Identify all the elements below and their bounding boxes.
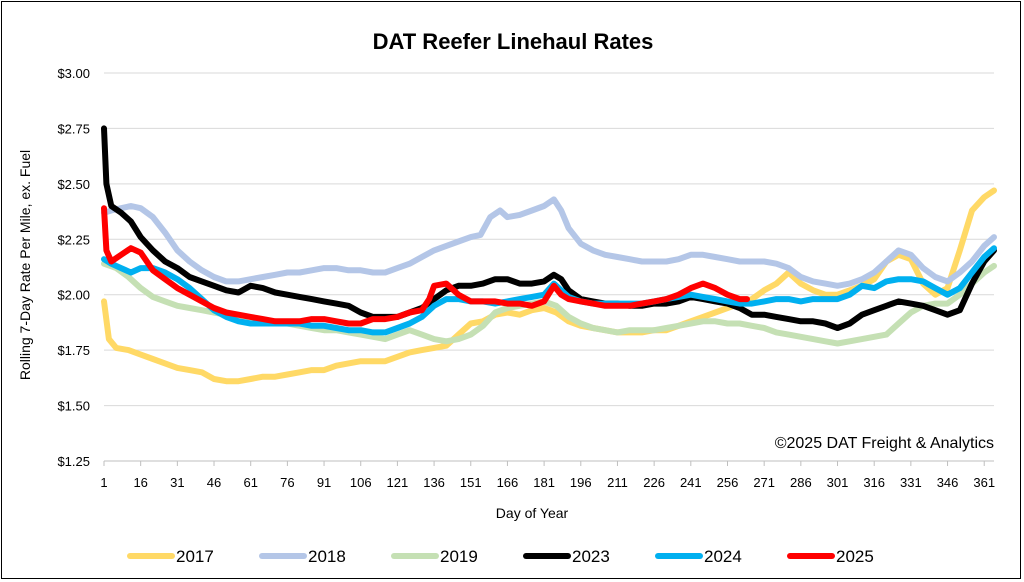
y-tick-label: $2.00 bbox=[57, 288, 90, 303]
x-axis-title: Day of Year bbox=[496, 505, 569, 521]
series-line-2025 bbox=[101, 205, 750, 327]
x-tick-label: 226 bbox=[643, 475, 665, 490]
y-tick-label: $1.75 bbox=[57, 343, 90, 358]
legend-label-2023: 2023 bbox=[572, 547, 610, 566]
x-tick-label: 256 bbox=[717, 475, 739, 490]
x-tick-label: 166 bbox=[497, 475, 519, 490]
legend-label-2017: 2017 bbox=[176, 547, 214, 566]
x-tick-label: 136 bbox=[423, 475, 445, 490]
legend-label-2018: 2018 bbox=[308, 547, 346, 566]
x-tick-label: 151 bbox=[460, 475, 482, 490]
x-tick-label: 16 bbox=[133, 475, 147, 490]
chart-title: DAT Reefer Linehaul Rates bbox=[373, 29, 654, 54]
x-tick-label: 61 bbox=[243, 475, 257, 490]
x-axis-ticks: 1 16 31 46 61 76 91 106 121 136 151 166 181 196 211 226… bbox=[100, 461, 995, 490]
legend-label-2025: 2025 bbox=[836, 547, 874, 566]
x-tick-label: 46 bbox=[207, 475, 221, 490]
legend: 2017 2018 2019 2023 2024 2025 bbox=[127, 547, 874, 566]
x-tick-label: 331 bbox=[900, 475, 922, 490]
legend-label-2019: 2019 bbox=[440, 547, 478, 566]
x-tick-label: 241 bbox=[680, 475, 702, 490]
y-axis-ticks: $1.25 $1.50 $1.75 $2.00 $2.25 $2.50 $2.75 $3.00 bbox=[57, 66, 90, 469]
y-tick-label: $2.75 bbox=[57, 121, 90, 136]
x-tick-label: 361 bbox=[973, 475, 995, 490]
y-tick-label: $1.25 bbox=[57, 454, 90, 469]
x-tick-label: 286 bbox=[790, 475, 812, 490]
x-tick-label: 91 bbox=[317, 475, 331, 490]
series-line-2018 bbox=[101, 196, 997, 289]
gridlines bbox=[104, 72, 994, 407]
x-tick-label: 301 bbox=[827, 475, 849, 490]
y-tick-label: $2.50 bbox=[57, 177, 90, 192]
x-tick-label: 1 bbox=[100, 475, 107, 490]
x-tick-label: 316 bbox=[863, 475, 885, 490]
series-line-2017 bbox=[101, 187, 997, 385]
y-axis-title: Rolling 7-Day Rate Per Mile, ex. Fuel bbox=[17, 150, 33, 380]
x-tick-label: 346 bbox=[937, 475, 959, 490]
x-tick-label: 196 bbox=[570, 475, 592, 490]
x-tick-label: 181 bbox=[533, 475, 555, 490]
x-tick-label: 271 bbox=[753, 475, 775, 490]
x-tick-label: 106 bbox=[350, 475, 372, 490]
legend-label-2024: 2024 bbox=[704, 547, 742, 566]
y-tick-label: $1.50 bbox=[57, 399, 90, 414]
y-tick-label: $3.00 bbox=[57, 66, 90, 81]
copyright-annotation: ©2025 DAT Freight & Analytics bbox=[775, 435, 994, 452]
y-tick-label: $2.25 bbox=[57, 232, 90, 247]
series-line-2023 bbox=[101, 125, 997, 331]
x-tick-label: 76 bbox=[280, 475, 294, 490]
x-tick-label: 31 bbox=[170, 475, 184, 490]
x-tick-label: 211 bbox=[607, 475, 628, 490]
series-lines bbox=[101, 125, 997, 385]
x-tick-label: 121 bbox=[387, 475, 409, 490]
